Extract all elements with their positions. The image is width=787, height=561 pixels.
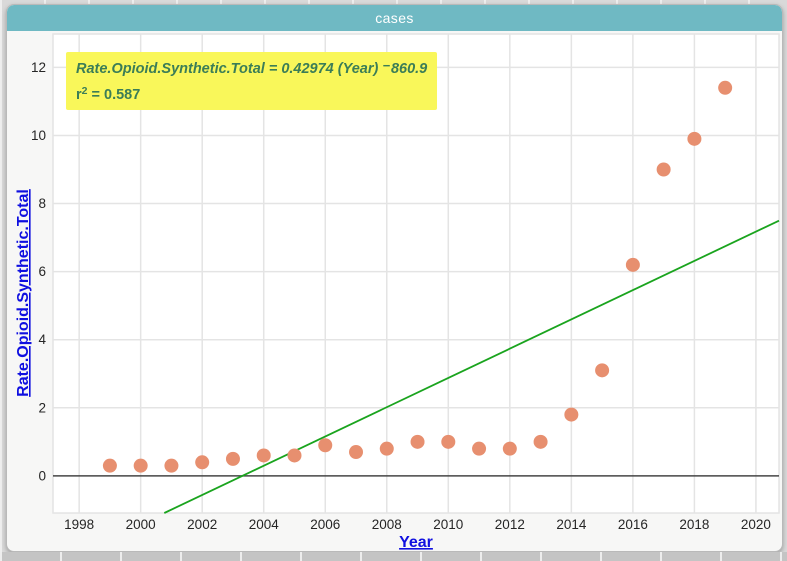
- plot-background[interactable]: [53, 34, 779, 513]
- x-tick-label: 2018: [679, 517, 709, 532]
- y-tick-label: 0: [38, 468, 46, 483]
- x-tick-label: 2000: [126, 517, 156, 532]
- minus-sign: −: [382, 58, 390, 73]
- y-tick-label: 12: [31, 60, 46, 75]
- x-tick-label: 2012: [495, 517, 525, 532]
- data-point[interactable]: [718, 80, 733, 95]
- x-tick-label: 2004: [249, 517, 280, 532]
- y-tick-label: 2: [38, 400, 46, 415]
- background-table-edge: [0, 552, 787, 561]
- data-point[interactable]: [164, 458, 179, 473]
- data-point[interactable]: [472, 441, 487, 456]
- data-point[interactable]: [502, 441, 517, 456]
- data-point[interactable]: [195, 455, 210, 470]
- data-point[interactable]: [410, 434, 425, 449]
- data-point[interactable]: [595, 363, 610, 378]
- plot-border: [52, 33, 780, 514]
- y-tick-label: 4: [38, 332, 46, 347]
- y-tick-label: 8: [38, 196, 46, 211]
- regression-line[interactable]: [163, 219, 780, 514]
- x-tick-label: 2014: [556, 517, 587, 532]
- data-point[interactable]: [133, 458, 148, 473]
- y-axis-label[interactable]: Rate.Opioid.Synthetic.Total: [15, 189, 32, 397]
- regression-equation: Rate.Opioid.Synthetic.Total = 0.42974 (Y…: [76, 58, 428, 77]
- data-point[interactable]: [225, 451, 240, 466]
- x-tick-label: 1998: [64, 517, 94, 532]
- data-point[interactable]: [256, 448, 271, 463]
- x-tick-label: 2016: [618, 517, 648, 532]
- data-point[interactable]: [318, 438, 333, 453]
- y-tick-label: 10: [31, 128, 46, 143]
- graph-component: cases 1998 2000 2002 2004 2006 2008 2010 2012 20…: [6, 4, 783, 552]
- x-tick-label: 2008: [372, 517, 402, 532]
- plot-area[interactable]: 1998 2000 2002 2004 2006 2008 2010 2012 2014 2016…: [7, 31, 782, 552]
- graph-title: cases: [375, 10, 414, 26]
- regression-equation-box[interactable]: Rate.Opioid.Synthetic.Total = 0.42974 (Y…: [66, 52, 438, 110]
- data-point[interactable]: [625, 257, 640, 272]
- x-axis-label[interactable]: Year: [399, 534, 433, 551]
- graph-title-bar[interactable]: cases: [7, 5, 782, 31]
- data-point[interactable]: [533, 434, 548, 449]
- x-tick-label: 2002: [187, 517, 217, 532]
- data-point[interactable]: [349, 445, 364, 460]
- data-point[interactable]: [102, 458, 117, 473]
- data-point[interactable]: [379, 441, 394, 456]
- data-point[interactable]: [656, 162, 671, 177]
- r-squared-value: r2 = 0.587: [76, 85, 141, 103]
- data-point[interactable]: [687, 131, 702, 146]
- data-point[interactable]: [441, 434, 456, 449]
- x-tick-label: 2010: [433, 517, 463, 532]
- data-point[interactable]: [287, 448, 302, 463]
- data-point[interactable]: [564, 407, 579, 422]
- x-tick-label: 2020: [741, 517, 771, 532]
- x-tick-label: 2006: [310, 517, 340, 532]
- y-tick-label: 6: [38, 264, 46, 279]
